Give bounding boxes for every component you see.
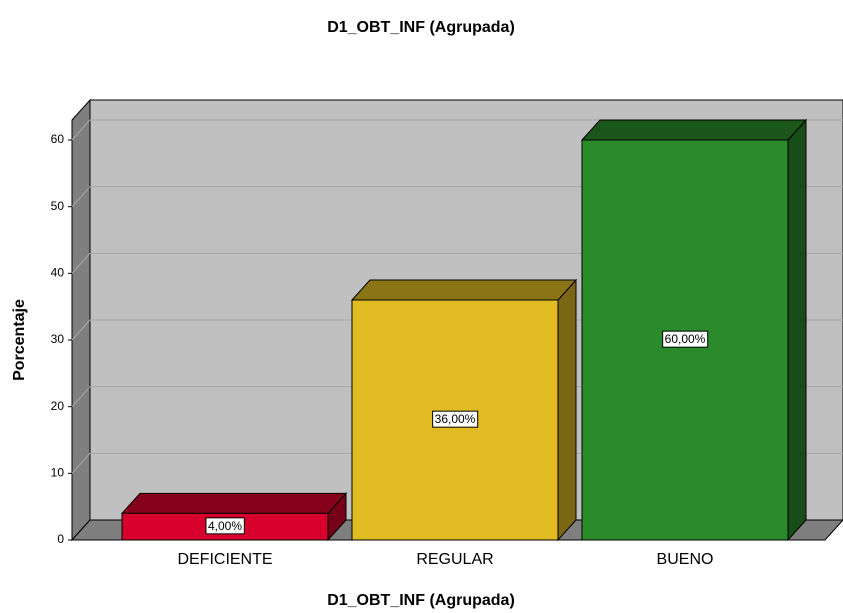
grid-line — [71, 119, 91, 141]
bar-top — [120, 492, 348, 514]
y-tick-label: 50 — [51, 199, 65, 213]
data-label: 36,00% — [435, 412, 476, 426]
x-tick-label: DEFICIENTE — [177, 551, 272, 568]
y-tick-label: 20 — [51, 399, 65, 413]
data-label: 60,00% — [665, 332, 706, 346]
left-wall — [71, 98, 91, 542]
chart-title: D1_OBT_INF (Agrupada) — [327, 19, 515, 36]
grid-line — [71, 386, 91, 408]
bar-top — [350, 279, 578, 301]
x-tick-label: BUENO — [657, 551, 714, 568]
y-tick-label: 30 — [51, 332, 65, 346]
data-label-box — [205, 517, 245, 535]
bar-top — [580, 119, 808, 141]
y-tick-label: 10 — [51, 466, 65, 480]
grid-line — [71, 452, 91, 474]
data-label: 4,00% — [208, 519, 242, 533]
bar-side — [787, 118, 807, 542]
bar-side — [557, 278, 577, 542]
x-axis-label: D1_OBT_INF (Agrupada) — [327, 592, 515, 609]
y-axis-label: Porcentaje — [11, 299, 28, 381]
x-tick-label: REGULAR — [416, 551, 493, 568]
y-tick-label: 60 — [51, 132, 65, 146]
grid-line — [71, 319, 91, 341]
data-label-box — [662, 330, 709, 348]
y-tick-label: 40 — [51, 266, 65, 280]
y-tick-label: 0 — [57, 532, 64, 546]
data-label-box — [432, 410, 479, 428]
grid-line — [71, 186, 91, 208]
grid-line — [71, 252, 91, 274]
